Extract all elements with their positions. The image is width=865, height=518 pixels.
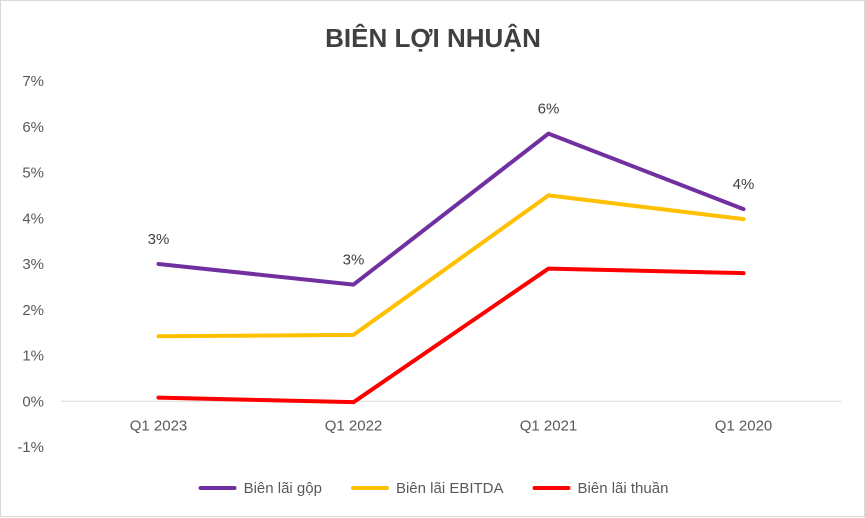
x-tick-label: Q1 2023 (130, 417, 188, 434)
y-tick-label: 6% (22, 119, 44, 136)
data-label: 3% (148, 231, 170, 248)
chart-title: BIÊN LỢI NHUẬN (325, 23, 541, 53)
y-tick-label: 2% (22, 302, 44, 319)
data-label: 4% (733, 176, 755, 193)
y-tick-label: -1% (17, 439, 44, 456)
x-tick-label: Q1 2021 (520, 417, 578, 434)
series-layer (156, 131, 746, 405)
legend-label-biên-lãi-gộp: Biên lãi gộp (244, 480, 322, 497)
y-tick-label: 7% (22, 73, 44, 90)
data-label: 3% (343, 252, 365, 269)
x-tick-label: Q1 2020 (715, 417, 773, 434)
y-tick-label: 3% (22, 256, 44, 273)
x-tick-label: Q1 2022 (325, 417, 383, 434)
y-tick-label: 0% (22, 393, 44, 410)
series-line-biên-lãi-gộp (156, 131, 746, 287)
y-axis: -1% 0% 1% 2% 3% 4% 5% 6% 7% (17, 73, 44, 456)
x-axis: Q1 2023 Q1 2022 Q1 2021 Q1 2020 (61, 400, 841, 434)
data-labels: 3% 3% 6% 4% (148, 101, 755, 269)
y-tick-label: 5% (22, 165, 44, 182)
legend-label-biên-lãi-thuần: Biên lãi thuần (578, 480, 669, 497)
series-line-biên-lãi-thuần (156, 266, 746, 405)
series-line-biên-lãi-ebitda (156, 193, 746, 339)
legend-label-biên-lãi-ebitda: Biên lãi EBITDA (396, 480, 504, 497)
y-tick-label: 4% (22, 210, 44, 227)
legend: Biên lãi gộp Biên lãi EBITDA Biên lãi thuầ… (198, 480, 669, 497)
data-label: 6% (538, 101, 560, 118)
y-tick-label: 1% (22, 348, 44, 365)
